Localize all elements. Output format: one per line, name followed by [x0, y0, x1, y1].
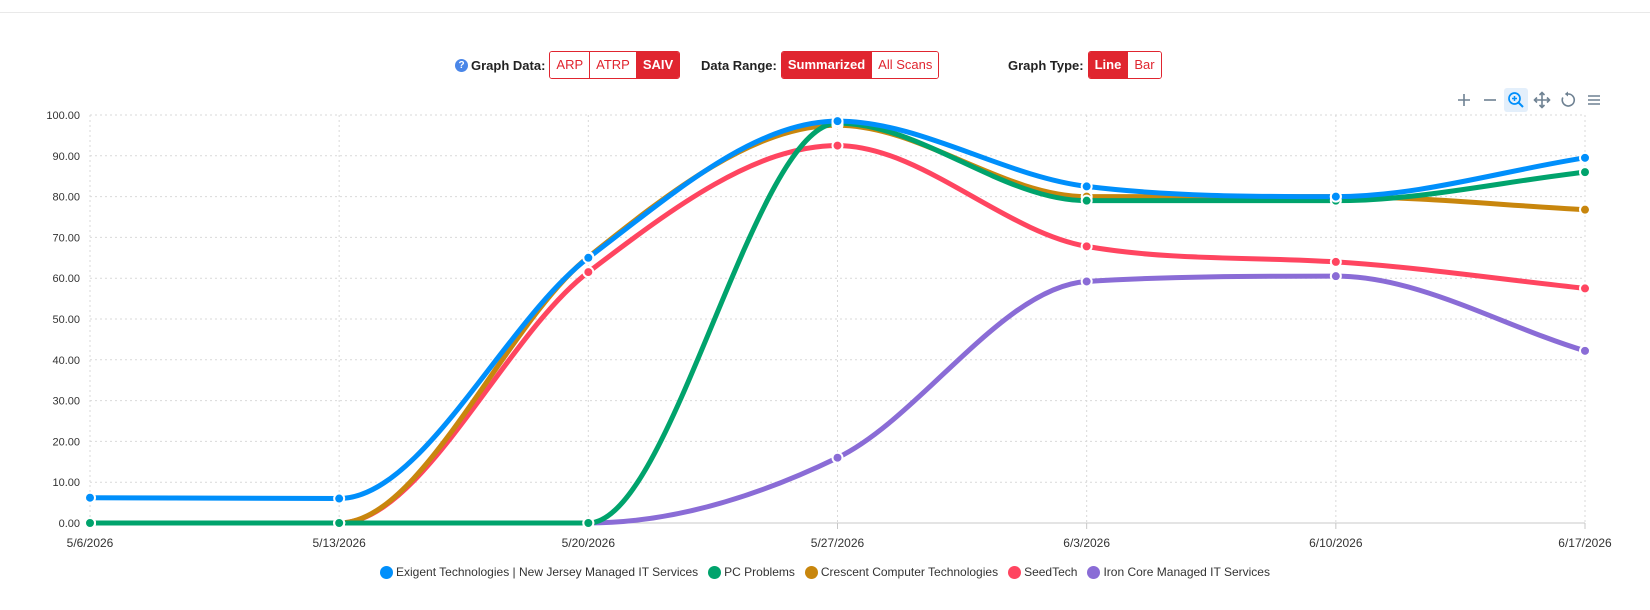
y-tick-label: 100.00 — [46, 110, 80, 122]
pan-icon[interactable] — [1530, 88, 1554, 112]
x-tick-label: 5/13/2026 — [312, 536, 366, 550]
legend-label: Crescent Computer Technologies — [820, 565, 999, 579]
line-chart[interactable]: 0.00 10.00 20.00 30.00 40.00 50.00 60.00 70.00 8… — [0, 0, 1650, 556]
legend-item[interactable]: Iron Core Managed IT Services — [1087, 565, 1270, 579]
y-tick-label: 10.00 — [52, 477, 80, 489]
graph-data-atrp-button[interactable]: ATRP — [589, 52, 636, 78]
legend-label: Exigent Technologies | New Jersey Manage… — [396, 565, 699, 579]
top-divider — [0, 12, 1650, 13]
y-tick-label: 80.00 — [52, 192, 80, 204]
data-point[interactable] — [1080, 275, 1093, 288]
data-point[interactable] — [1080, 240, 1093, 253]
data-point[interactable] — [333, 492, 346, 505]
data-point[interactable] — [333, 517, 346, 529]
data-point[interactable] — [831, 139, 844, 152]
x-tick-label: 6/3/2026 — [1063, 536, 1110, 550]
data-point[interactable] — [582, 517, 595, 529]
legend-item[interactable]: Crescent Computer Technologies — [804, 565, 999, 579]
y-tick-label: 40.00 — [52, 355, 80, 367]
data-point[interactable] — [1329, 190, 1342, 203]
data-point[interactable] — [1329, 270, 1342, 283]
y-tick-label: 70.00 — [52, 232, 80, 244]
y-tick-label: 60.00 — [52, 273, 80, 285]
graph-type-bar-button[interactable]: Bar — [1127, 52, 1161, 78]
legend-label: Iron Core Managed IT Services — [1103, 565, 1270, 579]
y-tick-label: 90.00 — [52, 151, 80, 163]
zoom-out-icon[interactable] — [1478, 88, 1502, 112]
legend-marker — [708, 565, 722, 579]
legend-marker — [804, 565, 818, 579]
data-point[interactable] — [1579, 203, 1591, 216]
graph-data-saiv-button[interactable]: SAIV — [635, 52, 680, 78]
selection-zoom-icon[interactable] — [1504, 88, 1528, 112]
x-tick-label: 5/6/2026 — [67, 536, 114, 550]
data-point[interactable] — [582, 251, 595, 264]
graph-data-arp-button[interactable]: ARP — [550, 52, 590, 78]
data-point[interactable] — [831, 115, 844, 128]
reset-icon[interactable] — [1556, 88, 1580, 112]
x-tick-label: 6/10/2026 — [1309, 536, 1363, 550]
menu-icon[interactable] — [1582, 88, 1606, 112]
x-tick-label: 5/27/2026 — [811, 536, 865, 550]
series-line[interactable] — [87, 120, 1588, 526]
legend-marker — [380, 565, 393, 579]
graph-type-line-button[interactable]: Line — [1088, 52, 1128, 78]
legend-item[interactable]: PC Problems — [708, 565, 795, 579]
data-point[interactable] — [1579, 151, 1591, 164]
data-point[interactable] — [1080, 194, 1093, 207]
data-range-label: Data Range: — [701, 57, 777, 73]
graph-data-label: Graph Data: — [471, 57, 546, 73]
graph-type-toggle: Line Bar — [1087, 51, 1162, 79]
data-point[interactable] — [1579, 344, 1591, 357]
graph-type-group: Graph Type: Line Bar — [1008, 51, 1162, 79]
graph-data-group: ? Graph Data: ARP ATRP SAIV — [455, 51, 681, 79]
graph-type-label: Graph Type: — [1008, 57, 1084, 73]
data-point[interactable] — [84, 517, 96, 529]
legend-item[interactable]: Exigent Technologies | New Jersey Manage… — [380, 565, 698, 579]
x-tick-label: 6/17/2026 — [1558, 536, 1612, 550]
chart-controls: ? Graph Data: ARP ATRP SAIV Data Range: … — [0, 51, 1650, 79]
help-icon[interactable]: ? — [455, 58, 468, 72]
data-point[interactable] — [84, 491, 96, 504]
data-point[interactable] — [1080, 180, 1093, 193]
data-point[interactable] — [1579, 282, 1591, 295]
chart-legend: Exigent Technologies | New Jersey Manage… — [0, 563, 1650, 581]
legend-label: PC Problems — [724, 565, 795, 579]
y-tick-label: 0.00 — [59, 518, 80, 530]
y-tick-label: 30.00 — [52, 396, 80, 408]
y-tick-label: 50.00 — [52, 314, 80, 326]
legend-item[interactable]: SeedTech — [1008, 565, 1077, 579]
data-point[interactable] — [582, 266, 595, 279]
legend-marker — [1008, 565, 1022, 579]
legend-label: SeedTech — [1024, 565, 1078, 579]
graph-data-toggle: ARP ATRP SAIV — [549, 51, 681, 79]
data-point[interactable] — [1329, 255, 1342, 268]
data-range-group: Data Range: Summarized All Scans — [701, 51, 940, 79]
chart-toolbar — [1452, 88, 1608, 112]
zoom-in-icon[interactable] — [1452, 88, 1476, 112]
data-range-summarized-button[interactable]: Summarized — [781, 52, 872, 78]
data-range-toggle: Summarized All Scans — [780, 51, 940, 79]
data-range-all-scans-button[interactable]: All Scans — [871, 52, 939, 78]
x-tick-label: 5/20/2026 — [562, 536, 616, 550]
y-tick-label: 20.00 — [52, 436, 80, 448]
data-point[interactable] — [1579, 166, 1591, 179]
data-point[interactable] — [831, 451, 844, 464]
legend-marker — [1087, 565, 1101, 579]
